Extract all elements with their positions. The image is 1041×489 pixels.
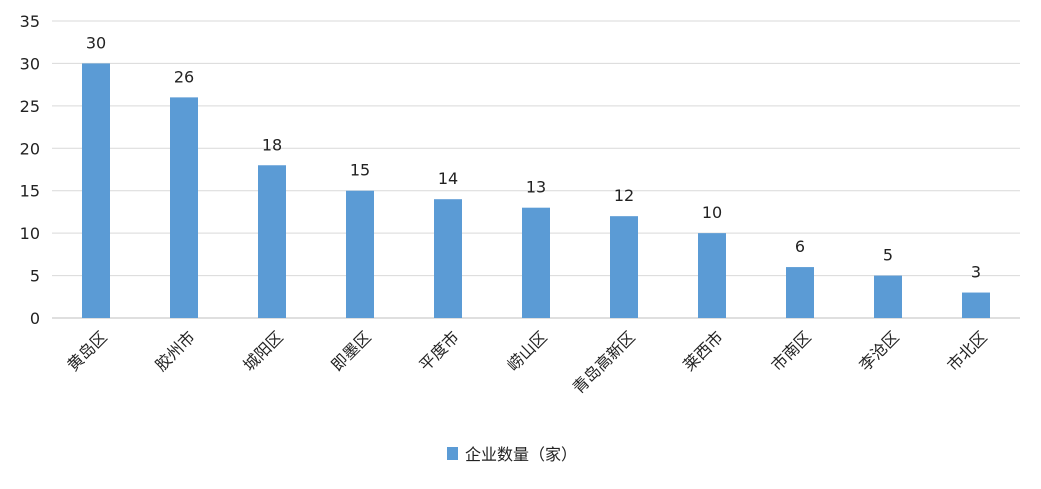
y-tick-label: 0 — [30, 309, 40, 328]
x-tick-label: 胶州市 — [151, 327, 198, 374]
data-label: 15 — [350, 161, 370, 180]
x-tick-label: 青岛高新区 — [569, 327, 639, 397]
data-label: 30 — [86, 33, 106, 52]
x-tick-label: 城阳区 — [239, 327, 286, 374]
x-tick-label: 黄岛区 — [63, 327, 110, 374]
bar — [170, 97, 198, 318]
y-tick-label: 20 — [20, 139, 40, 158]
bar — [82, 63, 110, 318]
bar — [786, 267, 814, 318]
y-tick-label: 35 — [20, 12, 40, 31]
legend-label: 企业数量（家） — [465, 445, 577, 464]
y-tick-label: 30 — [20, 54, 40, 73]
legend-swatch — [447, 447, 458, 460]
data-label: 5 — [883, 246, 893, 265]
bar — [962, 292, 990, 318]
x-tick-label: 市北区 — [943, 327, 990, 374]
y-tick-label: 10 — [20, 224, 40, 243]
data-label: 18 — [262, 135, 282, 154]
data-label: 6 — [795, 237, 805, 256]
data-label: 13 — [526, 178, 546, 197]
data-label: 3 — [971, 263, 981, 282]
bar — [610, 216, 638, 318]
x-tick-label: 崂山区 — [503, 327, 550, 374]
bar — [434, 199, 462, 318]
x-tick-label: 李沧区 — [855, 327, 902, 374]
data-label: 12 — [614, 186, 634, 205]
data-label: 10 — [702, 203, 722, 222]
y-tick-label: 5 — [30, 267, 40, 286]
y-tick-label: 25 — [20, 97, 40, 116]
bar — [698, 233, 726, 318]
x-tick-label: 即墨区 — [327, 327, 374, 374]
bar — [522, 207, 550, 318]
bar — [346, 190, 374, 318]
x-tick-label: 莱西市 — [679, 327, 726, 374]
y-tick-label: 15 — [20, 182, 40, 201]
bar — [258, 165, 286, 318]
data-label: 26 — [174, 67, 194, 86]
x-tick-label: 平度市 — [415, 327, 462, 374]
x-tick-label: 市南区 — [767, 327, 814, 374]
data-label: 14 — [438, 169, 458, 188]
bar — [874, 275, 902, 318]
